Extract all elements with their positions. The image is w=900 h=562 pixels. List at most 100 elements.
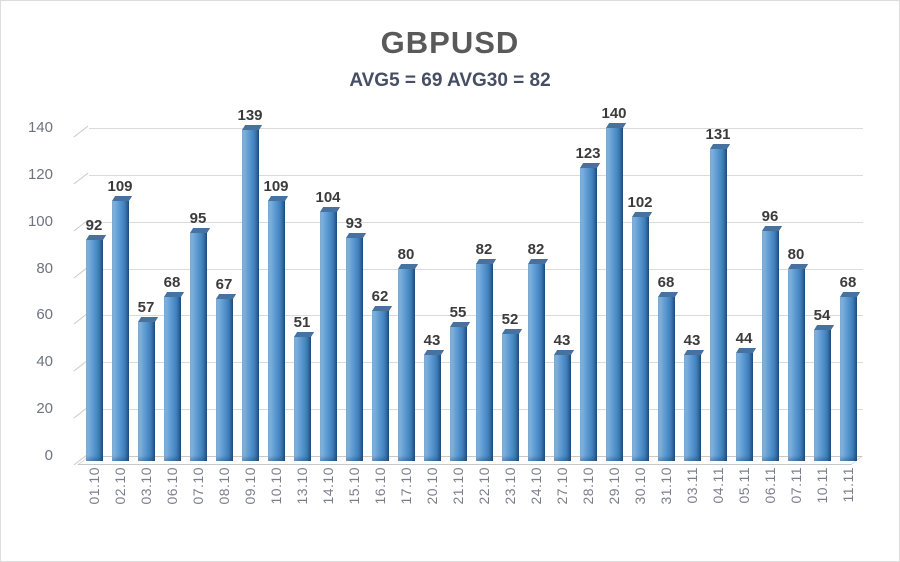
y-axis-tick-label: 60 [36,306,53,324]
x-axis-slot: 03.10 [133,467,159,531]
x-axis-tick-label: 29.10 [606,467,622,505]
bar-value-label: 80 [397,245,415,263]
bar-value-label: 104 [315,189,341,207]
bar-top-cap [345,233,366,239]
bar-slot: 123 [575,123,601,461]
gridline [89,174,863,176]
x-axis-slot: 10.10 [263,467,289,531]
bar: 82 [475,241,496,461]
x-axis-slot: 09.10 [237,467,263,531]
bar-top-cap [371,305,392,311]
bar-value-label: 52 [501,311,519,329]
x-axis-tick-label: 21.10 [450,467,466,505]
x-axis-tick-label: 10.11 [814,467,830,504]
bar-value-label: 68 [657,273,675,291]
bar-value-label: 57 [137,299,155,317]
bar-slot: 93 [341,123,367,461]
x-axis-tick-label: 02.10 [112,467,128,505]
gridline [89,221,863,223]
bar: 52 [501,311,522,461]
x-axis-tick-label: 31.10 [658,467,674,505]
x-axis-tick-label: 01.10 [86,467,102,505]
x-axis-tick-label: 10.10 [268,467,284,505]
x-axis-tick-label: 07.11 [788,467,804,504]
x-axis-slot: 22.10 [471,467,497,531]
x-axis-tick-label: 13.10 [294,467,310,505]
bar: 109 [263,178,289,461]
bar-slot: 80 [783,123,809,461]
bar-value-label: 96 [761,208,779,226]
bar: 80 [397,246,418,461]
bar-value-label: 131 [705,126,731,144]
x-axis-slot: 17.10 [393,467,419,531]
bar-slot: 54 [809,123,835,461]
x-axis-tick-label: 27.10 [554,467,570,505]
bar-top-cap [267,195,288,201]
y-axis-tick-label: 140 [27,119,53,136]
chart-subtitle: AVG5 = 69 AVG30 = 82 [349,70,551,91]
bar-value-label: 95 [189,210,207,228]
bar: 123 [575,145,601,461]
bar-top-cap [319,207,340,213]
x-axis-slot: 27.10 [549,467,575,531]
bar-top-cap [215,294,236,300]
x-axis-slot: 04.11 [705,467,731,531]
bar: 68 [839,274,860,461]
bar: 92 [85,217,106,461]
x-axis: 01.10 02.10 03.10 06.10 07.10 08.10 09.10 10.10… [81,467,861,531]
bar-top-cap [709,144,730,150]
bar-value-label: 123 [575,144,601,162]
bar-top-cap [683,350,704,356]
bar-slot: 57 [133,123,159,461]
bar-value-label: 82 [475,240,493,258]
bar-value-label: 54 [813,306,831,324]
bar: 96 [761,208,782,461]
x-axis-tick-label: 22.10 [476,467,492,505]
bar: 109 [107,178,133,461]
x-axis-slot: 14.10 [315,467,341,531]
bar-slot: 96 [757,123,783,461]
bar-value-label: 55 [449,304,467,322]
x-axis-slot: 06.10 [159,467,185,531]
x-axis-slot: 07.10 [185,467,211,531]
y-axis-tick-label: 20 [36,400,53,418]
bar-value-label: 82 [527,240,545,258]
bar-slot: 51 [289,123,315,461]
bar-slot: 82 [471,123,497,461]
bar-value-label: 68 [163,273,181,291]
x-axis-slot: 28.10 [575,467,601,531]
bar: 51 [293,314,314,461]
y-axis-tick-label: 0 [44,447,53,464]
bar: 93 [345,215,366,461]
bar-top-cap [397,263,418,269]
x-axis-tick-label: 08.10 [216,467,232,505]
bar-value-label: 68 [839,273,857,291]
x-axis-slot: 08.10 [211,467,237,531]
x-axis-tick-label: 03.10 [138,467,154,505]
x-axis-tick-label: 06.11 [762,467,778,504]
bar: 55 [449,304,470,461]
x-axis-slot: 24.10 [523,467,549,531]
bar-value-label: 93 [345,215,363,233]
x-axis-slot: 01.10 [81,467,107,531]
bar-top-cap [85,235,106,241]
bar-top-cap [501,329,522,335]
bar-value-label: 62 [371,287,389,305]
bar-top-cap [553,350,574,356]
x-axis-slot: 07.11 [783,467,809,531]
bar-slot: 68 [159,123,185,461]
bar-top-cap [631,212,652,218]
bar-slot: 43 [549,123,575,461]
bar: 80 [787,246,808,461]
bar-value-label: 109 [107,177,133,195]
bar-value-label: 43 [553,332,571,350]
x-axis-tick-label: 30.10 [632,467,648,505]
bar-top-cap [163,291,184,297]
bar-top-cap [735,347,756,353]
bar-slot: 68 [835,123,861,461]
x-axis-tick-label: 16.10 [372,467,388,505]
x-axis-slot: 02.10 [107,467,133,531]
bar: 54 [813,307,834,461]
